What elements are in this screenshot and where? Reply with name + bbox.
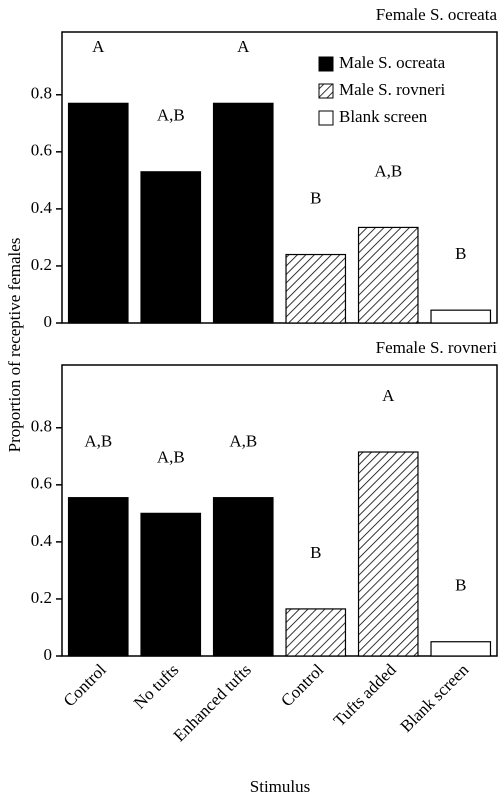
bar xyxy=(140,512,202,657)
x-tick-label: No tufts xyxy=(130,660,183,713)
legend-label: Male S. rovneri xyxy=(339,80,446,99)
y-tick-label: 0.4 xyxy=(31,198,53,217)
x-tick-label: Tufts added xyxy=(330,660,400,730)
y-axis-label: Proportion of receptive females xyxy=(5,238,24,453)
bar xyxy=(430,309,492,324)
x-tick-label: Control xyxy=(60,660,110,710)
legend-swatch xyxy=(318,110,334,126)
bar xyxy=(140,171,202,324)
panel-title: Female S. rovneri xyxy=(376,338,498,357)
bar xyxy=(212,497,274,657)
y-tick-label: 0.4 xyxy=(31,531,53,550)
significance-label: A xyxy=(382,386,395,405)
y-tick-label: 0.6 xyxy=(31,141,52,160)
significance-label: A,B xyxy=(374,161,402,180)
significance-label: A,B xyxy=(84,432,112,451)
x-tick-label: Enhanced tufts xyxy=(170,660,255,745)
legend-label: Male S. ocreata xyxy=(339,53,446,72)
x-tick-label: Control xyxy=(277,660,327,710)
bar xyxy=(357,226,419,324)
y-tick-label: 0.2 xyxy=(31,255,52,274)
y-tick-label: 0.8 xyxy=(31,84,52,103)
plot-frame xyxy=(61,31,498,324)
panel-title: Female S. ocreata xyxy=(376,5,498,24)
bar xyxy=(67,102,129,324)
bar xyxy=(430,641,492,657)
y-tick-label: 0.8 xyxy=(31,417,52,436)
y-tick-label: 0.2 xyxy=(31,588,52,607)
bar xyxy=(67,497,129,657)
bar xyxy=(285,253,347,324)
x-axis-label: Stimulus xyxy=(250,777,310,796)
legend-swatch xyxy=(318,56,334,72)
significance-label: B xyxy=(310,543,321,562)
x-tick-label: Blank screen xyxy=(396,660,472,736)
significance-label: B xyxy=(310,188,321,207)
plot-frame xyxy=(61,364,498,657)
bar xyxy=(285,608,347,657)
significance-label: A xyxy=(92,37,105,56)
y-tick-label: 0.6 xyxy=(31,474,52,493)
significance-label: A,B xyxy=(157,106,185,125)
significance-label: A,B xyxy=(157,447,185,466)
significance-label: B xyxy=(455,576,466,595)
bar xyxy=(212,102,274,324)
significance-label: A,B xyxy=(229,432,257,451)
significance-label: A xyxy=(237,37,250,56)
bar xyxy=(357,451,419,657)
y-tick-label: 0 xyxy=(44,645,53,664)
legend-swatch xyxy=(318,83,334,99)
y-tick-label: 0 xyxy=(44,312,53,331)
legend-label: Blank screen xyxy=(339,107,428,126)
significance-label: B xyxy=(455,244,466,263)
